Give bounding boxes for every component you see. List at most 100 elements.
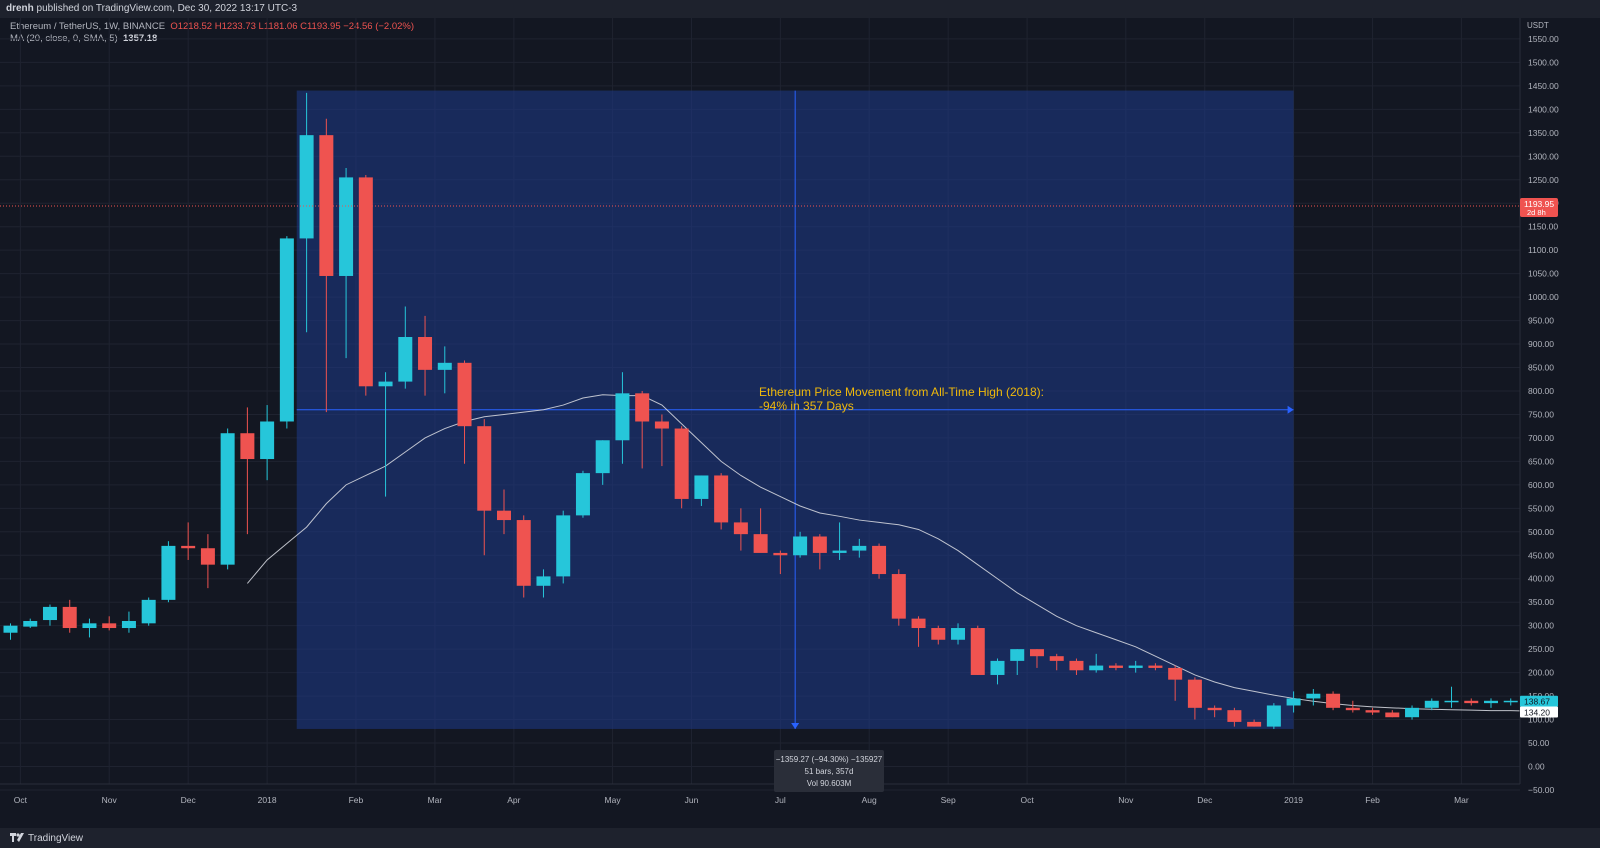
candle-body [812,536,827,553]
candle-body [1464,700,1479,704]
price-tick-label: 1500.00 [1528,57,1559,67]
time-tick-label: May [605,795,622,805]
candle-body [1029,649,1044,657]
candle-body [1187,679,1202,708]
time-tick-label: Oct [1020,795,1034,805]
candle-up [595,440,610,485]
price-tick-label: 300.00 [1528,621,1554,631]
candle-down [1227,707,1242,727]
time-tick-label: Feb [1365,795,1380,805]
candle-body [279,238,294,422]
candle-body [575,473,590,516]
candle-down [1345,700,1360,713]
price-tick-label: 1450.00 [1528,81,1559,91]
candle-body [1128,665,1143,668]
measure-arrow-down [791,722,800,729]
time-tick-label: Apr [507,795,520,805]
candle-down [181,522,196,560]
candle-body [970,628,985,675]
candle-up [1286,691,1301,713]
candle-up [82,618,97,638]
candle-down [1187,677,1202,720]
candle-up [1266,703,1281,729]
candle-down [477,419,492,556]
time-tick-label: Dec [1197,795,1213,805]
candle-body [753,534,768,553]
candle-body [1385,712,1400,718]
candle-body [1148,665,1163,668]
candle-body [1010,649,1025,661]
candle-body [1266,705,1281,727]
candle-down [358,175,373,396]
candle-down [1049,653,1064,671]
candle-body [358,177,373,387]
measure-tooltip: −1359.27 (−94.30%) −135927 51 bars, 357d V… [774,750,884,792]
candle-down [773,550,788,575]
candle-down [1207,705,1222,718]
time-tick-label: Nov [102,795,118,805]
candle-body [1365,710,1380,713]
time-tick-label: Mar [428,795,443,805]
candle-body [141,599,156,624]
candlestick-series [3,92,1538,729]
candle-body [1405,707,1420,718]
candle-down [1247,719,1262,727]
price-tick-label: 250.00 [1528,644,1554,654]
candle-up [793,531,808,558]
tooltip-line-3: Vol 90.603M [807,779,852,788]
candle-body [1424,700,1439,708]
candle-down [1326,691,1341,711]
candle-up [536,569,551,598]
time-tick-label: 2018 [258,795,277,805]
price-tick-label: 600.00 [1528,480,1554,490]
publisher-name[interactable]: drenh [6,3,34,14]
candle-down [319,118,334,413]
candle-up [990,658,1005,685]
candle-body [477,426,492,511]
candle-body [793,536,808,556]
price-axis-bg [1520,18,1600,784]
candle-body [497,510,511,521]
candle-up [694,475,709,506]
price-tick-label: 1000.00 [1528,292,1559,302]
candle-down [200,534,215,589]
candle-down [1365,707,1380,715]
price-tick-label: 350.00 [1528,597,1554,607]
candle-body [911,618,926,629]
candle-body [161,545,176,600]
candle-body [852,545,867,551]
candle-body [615,393,630,441]
publish-info-bar: drenh published on TradingView.com, Dec … [0,0,1600,18]
price-tick-label: 1400.00 [1528,104,1559,114]
candle-body [1227,710,1242,722]
candle-up [556,510,571,584]
price-tick-label: 750.00 [1528,409,1554,419]
candle-body [654,421,669,429]
candle-up [220,428,235,570]
candle-down [674,426,689,509]
candle-body [418,336,433,370]
candle-up [1128,660,1143,673]
time-tick-label: Aug [862,795,877,805]
candle-up [141,597,156,626]
candle-up [437,346,452,394]
last-close-badge [1520,695,1558,707]
candle-body [832,550,847,553]
candle-body [595,440,610,474]
candle-body [220,433,235,565]
price-tick-label: 50.00 [1528,738,1550,748]
symbol-label[interactable]: Ethereum / TetherUS, 1W, BINANCE [10,21,166,32]
candle-down [714,473,729,530]
candle-body [733,522,748,535]
price-tick-label: −50.00 [1528,785,1555,795]
price-tick-label: 400.00 [1528,574,1554,584]
time-axis: Oct Nov Dec 2018 Feb Mar Apr May Jun Jul Aug Sep Oct… [0,783,1520,805]
candle-body [1108,665,1123,668]
candle-down [931,625,946,645]
price-tick-label: 1550.00 [1528,34,1559,44]
time-tick-label: Nov [1118,795,1134,805]
price-tick-label: 1050.00 [1528,269,1559,279]
tradingview-brand[interactable]: TradingView [10,833,83,844]
time-tick-label: Dec [181,795,197,805]
